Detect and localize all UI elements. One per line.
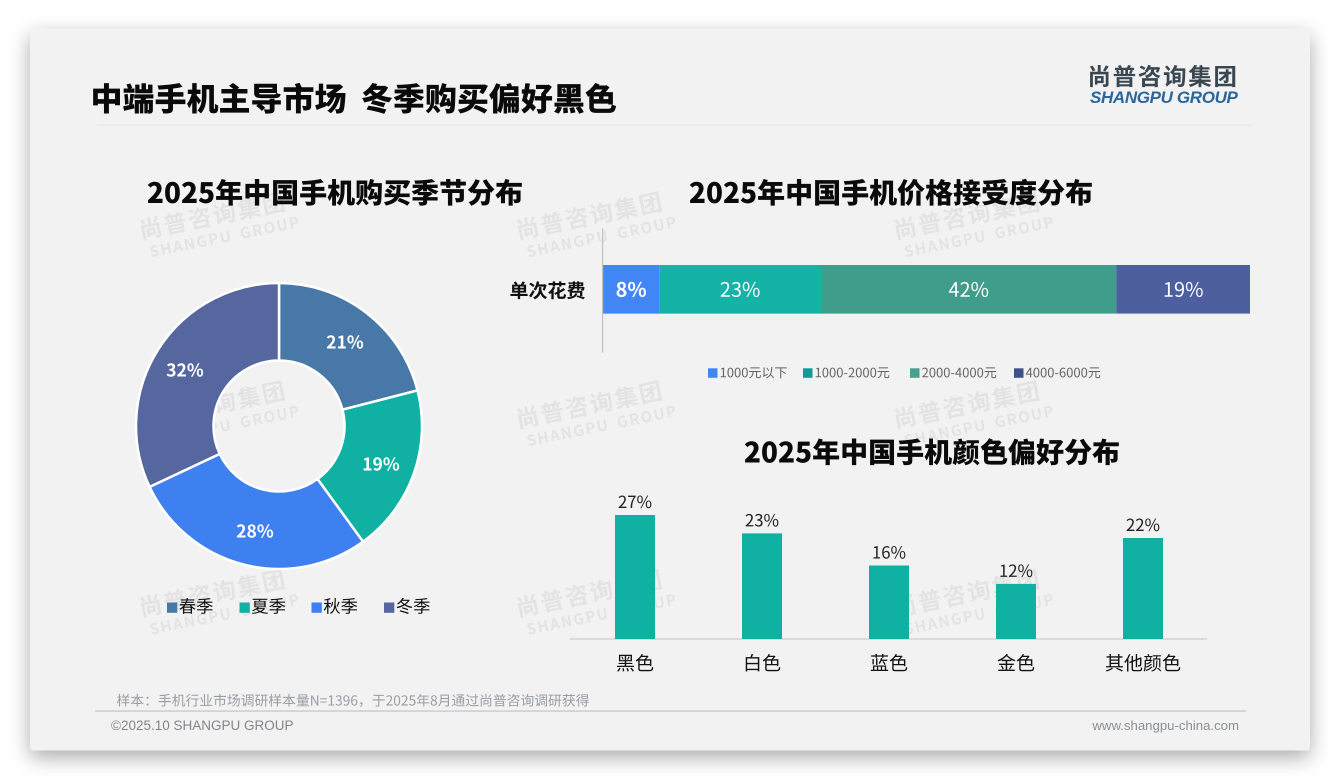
svg-text:SHANGPU GROUP: SHANGPU GROUP (1090, 88, 1239, 107)
svg-text:©2025.10 SHANGPU GROUP: ©2025.10 SHANGPU GROUP (111, 718, 294, 733)
svg-text:www.shangpu-china.com: www.shangpu-china.com (1091, 718, 1239, 733)
